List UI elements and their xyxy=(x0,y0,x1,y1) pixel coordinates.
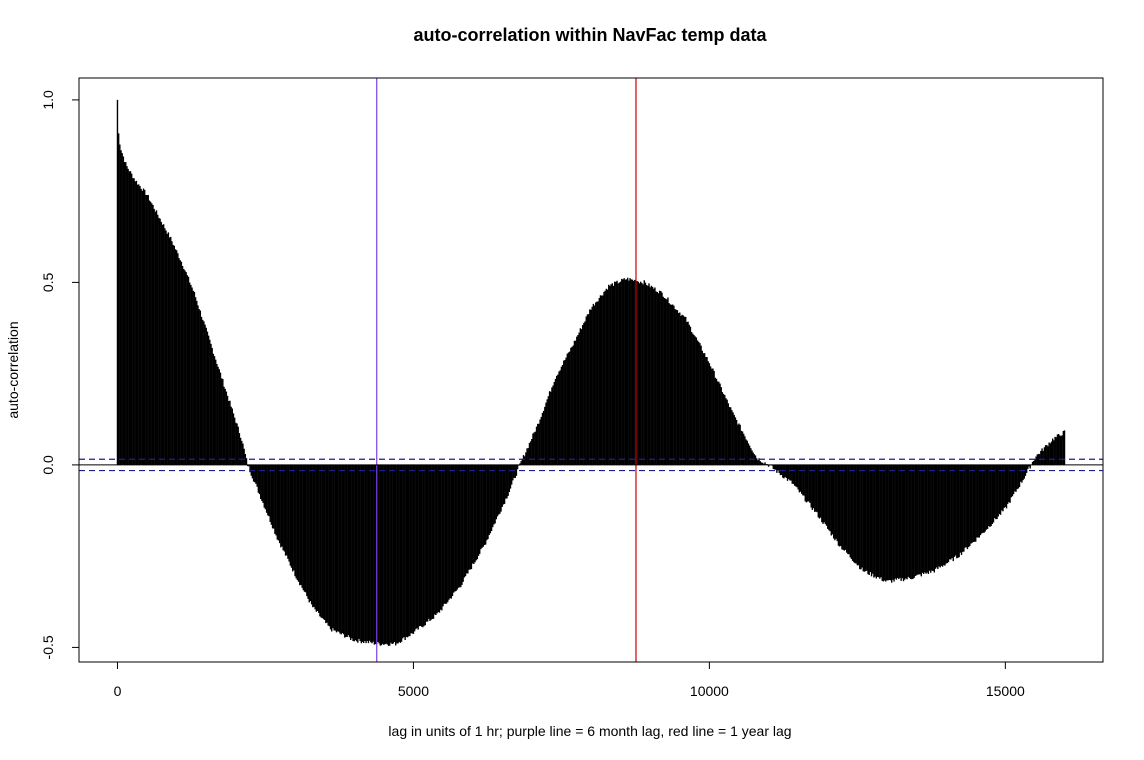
plot-frame xyxy=(78,77,1104,663)
x-axis: 0 5000 10000 15000 xyxy=(114,662,1025,699)
x-tick-label: 15000 xyxy=(986,683,1025,699)
y-tick-label: 1.0 xyxy=(40,90,56,110)
y-tick-label: 0.0 xyxy=(40,455,56,475)
chart-title: auto-correlation within NavFac temp data xyxy=(413,25,767,45)
y-tick-label: 0.5 xyxy=(40,272,56,292)
y-axis-label: auto-correlation xyxy=(5,321,21,418)
x-tick-label: 0 xyxy=(114,683,122,699)
x-tick-label: 5000 xyxy=(398,683,429,699)
y-tick-label: -0.5 xyxy=(40,635,56,659)
x-axis-label: lag in units of 1 hr; purple line = 6 mo… xyxy=(388,723,791,739)
y-axis: -0.5 0.0 0.5 1.0 xyxy=(40,90,79,659)
x-tick-label: 10000 xyxy=(690,683,729,699)
acf-bars xyxy=(116,99,1066,646)
reference-lines xyxy=(79,78,1103,662)
